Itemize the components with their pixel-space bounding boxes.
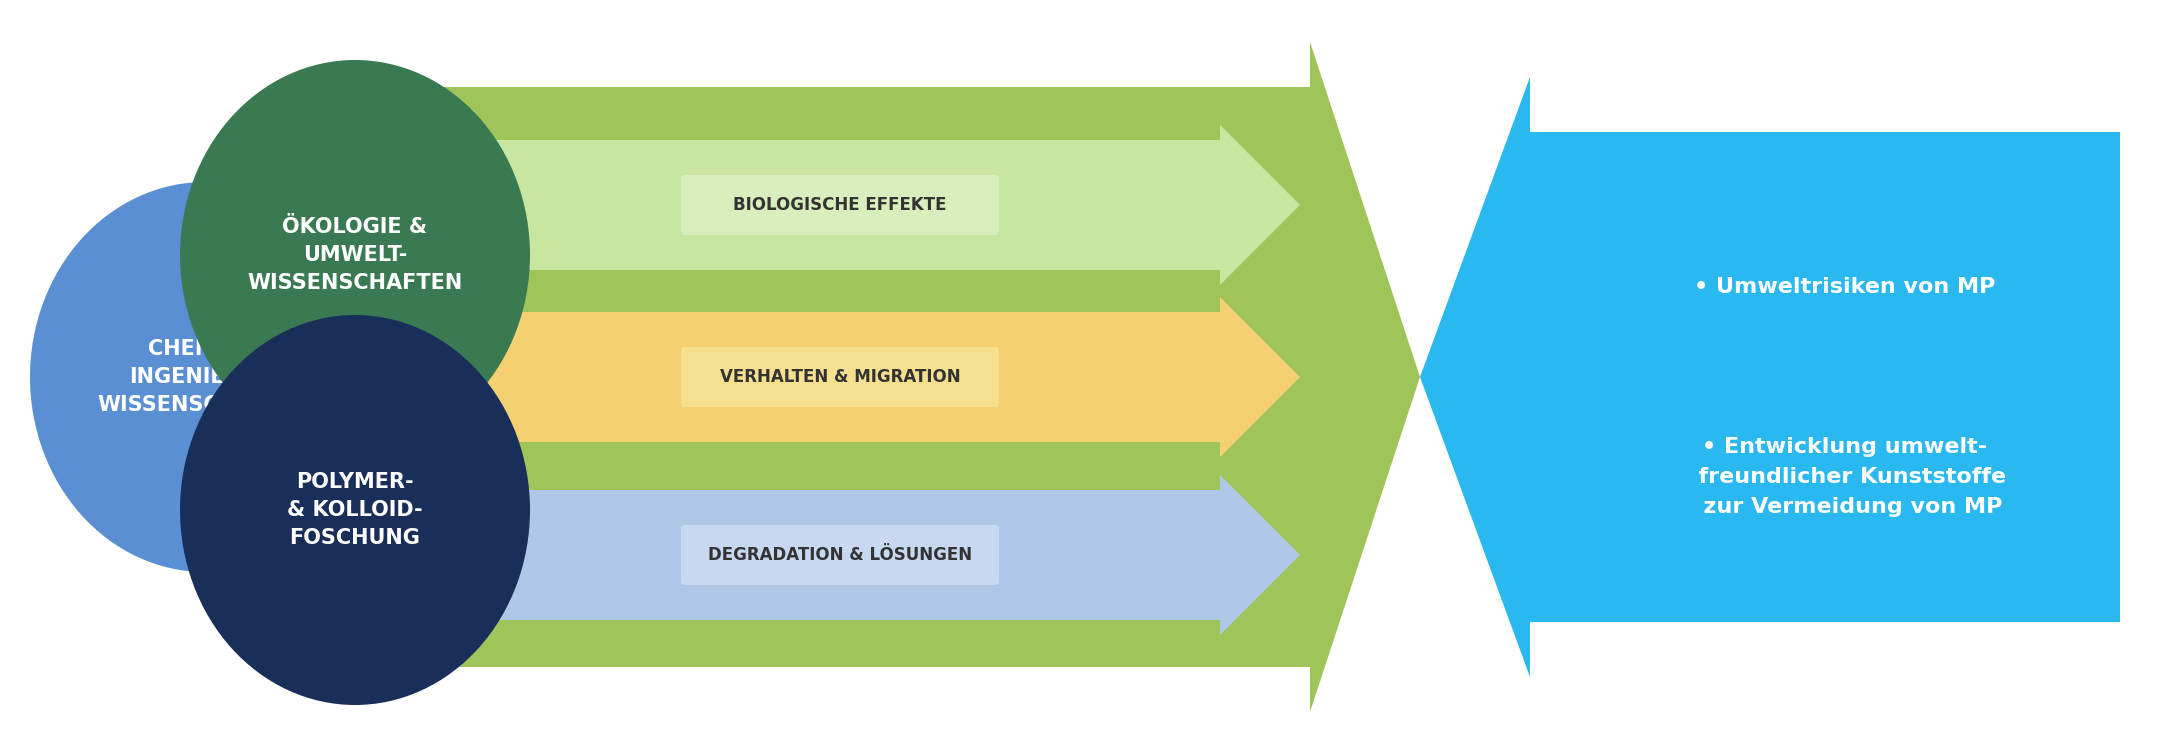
Text: CHEMIE &
INGENIEURS-
WISSENSCHAFTEN: CHEMIE & INGENIEURS- WISSENSCHAFTEN: [98, 339, 312, 415]
Text: VERHALTEN & MIGRATION: VERHALTEN & MIGRATION: [719, 368, 960, 386]
Ellipse shape: [30, 182, 379, 572]
Polygon shape: [1419, 77, 2119, 677]
Polygon shape: [440, 475, 1300, 635]
Ellipse shape: [180, 315, 531, 705]
Polygon shape: [440, 125, 1300, 285]
Text: POLYMER-
& KOLLOID-
FOSCHUNG: POLYMER- & KOLLOID- FOSCHUNG: [288, 472, 423, 548]
Text: • Umweltrisiken von MP: • Umweltrisiken von MP: [1695, 277, 1996, 297]
FancyBboxPatch shape: [680, 347, 999, 407]
Polygon shape: [440, 297, 1300, 457]
Text: DEGRADATION & LÖSUNGEN: DEGRADATION & LÖSUNGEN: [709, 546, 973, 564]
FancyBboxPatch shape: [680, 525, 999, 585]
Ellipse shape: [180, 60, 531, 450]
Polygon shape: [410, 42, 1419, 712]
FancyBboxPatch shape: [680, 175, 999, 235]
Text: ÖKOLOGIE &
UMWELT-
WISSENSCHAFTEN: ÖKOLOGIE & UMWELT- WISSENSCHAFTEN: [247, 217, 462, 293]
Text: • Entwicklung umwelt-
  freundlicher Kunststoffe
  zur Vermeidung von MP: • Entwicklung umwelt- freundlicher Kunst…: [1684, 437, 2007, 517]
Text: BIOLOGISCHE EFFEKTE: BIOLOGISCHE EFFEKTE: [732, 196, 947, 214]
